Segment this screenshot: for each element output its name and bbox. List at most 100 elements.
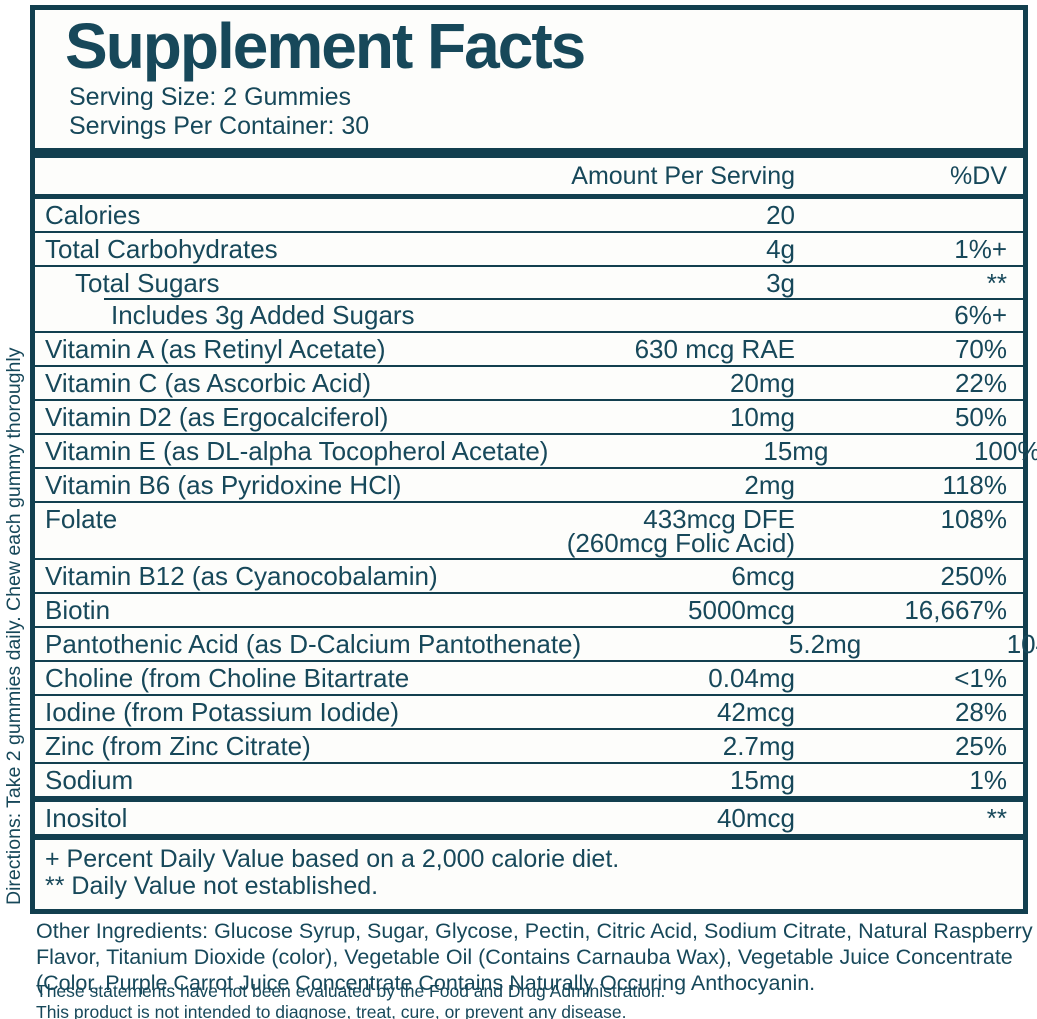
row-name: Calories — [45, 200, 141, 231]
row-dv: 108% — [940, 504, 1008, 535]
row-amount: 3g — [515, 269, 795, 297]
row-amount-line1: 20mg — [729, 368, 795, 399]
table-header-row: Amount Per Serving %DV — [35, 158, 1023, 194]
row-amount: 42mcg — [515, 698, 795, 726]
row-dv: 25% — [954, 731, 1007, 762]
row-amount: 4g — [515, 235, 795, 263]
disclaimer-fda: These statements have not been evaluated… — [36, 981, 666, 1001]
row-amount: 2.7mg — [515, 732, 795, 760]
row-amount: 6mcg — [515, 562, 795, 590]
row-amount-line2: (260mcg Folic Acid) — [566, 528, 795, 559]
row-amount: 20 — [515, 201, 795, 229]
row-amount-line1: 5000mcg — [688, 595, 795, 626]
servings-per-container: Servings Per Container: 30 — [69, 111, 370, 140]
row-dv: 16,667% — [904, 595, 1007, 626]
row-name: Biotin — [45, 595, 111, 626]
row-amount: 0.04mg — [515, 664, 795, 692]
row-amount-line1: 433mcg DFE — [643, 504, 795, 535]
footnote-daily-value: + Percent Daily Value based on a 2,000 c… — [45, 845, 620, 874]
footnote-not-established: ** Daily Value not established. — [45, 871, 379, 900]
row-dv: 70% — [954, 334, 1007, 365]
row-name: Total Carbohydrates — [45, 234, 278, 265]
table-row: Vitamin B6 (as Pyridoxine HCl) 2mg 118% — [35, 467, 1023, 501]
supplement-facts-panel: Supplement Facts Serving Size: 2 Gummies… — [30, 5, 1037, 914]
other-ingredients-paragraph: Other Ingredients: Glucose Syrup, Sugar,… — [36, 919, 1033, 996]
row-dv: ** — [986, 268, 1007, 299]
table-row: Vitamin D2 (as Ergocalciferol) 10mg 50% — [35, 399, 1023, 433]
row-name: Total Sugars — [75, 268, 220, 299]
row-amount-line1: 2mg — [744, 470, 795, 501]
row-dv: 1%+ — [954, 234, 1007, 265]
row-amount-line1: 42mcg — [716, 697, 795, 728]
row-dv: 22% — [954, 368, 1007, 399]
row-amount-line1: 15mg — [729, 765, 795, 796]
row-name: Vitamin C (as Ascorbic Acid) — [45, 368, 372, 399]
row-name: Includes 3g Added Sugars — [111, 300, 415, 331]
row-amount: 630 mcg RAE — [515, 335, 795, 363]
row-amount: 10mg — [515, 403, 795, 431]
serving-size: Serving Size: 2 Gummies — [69, 83, 352, 112]
row-name: Vitamin B12 (as Cyanocobalamin) — [45, 561, 438, 592]
row-amount-line1: 6mcg — [731, 561, 795, 592]
row-dv: 6%+ — [954, 300, 1007, 331]
disclaimer-disease: This product is not intended to diagnose… — [36, 1001, 627, 1019]
row-amount-line1: 15mg — [763, 436, 829, 467]
row-name: Zinc (from Zinc Citrate) — [45, 731, 311, 762]
row-amount-line1: 0.04mg — [708, 663, 795, 694]
table-row: Folate 433mcg DFE (260mcg Folic Acid) 10… — [35, 501, 1023, 558]
row-dv: <1% — [954, 663, 1007, 694]
row-amount: 5.2mg — [581, 630, 861, 658]
footnotes: + Percent Daily Value based on a 2,000 c… — [35, 840, 1023, 909]
row-amount-line1: 4g — [766, 234, 795, 265]
row-amount: 2mg — [515, 471, 795, 499]
row-amount: 20mg — [515, 369, 795, 397]
row-amount-line1: 3g — [766, 268, 795, 299]
table-row: Pantothenic Acid (as D-Calcium Pantothen… — [35, 626, 1037, 660]
table-row: Vitamin C (as Ascorbic Acid) 20mg 22% — [35, 365, 1023, 399]
table-row: Iodine (from Potassium Iodide) 42mcg 28% — [35, 694, 1023, 728]
row-name: Vitamin E (as DL-alpha Tocopherol Acetat… — [45, 436, 549, 467]
row-amount: 40mcg — [515, 804, 795, 832]
row-amount-line1: 40mcg — [716, 803, 795, 834]
extra-nutrient-rows: Inositol 40mcg ** — [35, 802, 1023, 834]
row-amount-line1: 20 — [766, 200, 795, 231]
row-dv: 50% — [954, 402, 1007, 433]
row-name: Sodium — [45, 765, 134, 796]
thick-rule-mid — [35, 796, 1023, 803]
table-row: Vitamin A (as Retinyl Acetate) 630 mcg R… — [35, 331, 1023, 365]
thick-rule-top — [35, 148, 1023, 159]
row-dv: 118% — [942, 470, 1007, 501]
table-row: Total Sugars 3g ** — [35, 265, 1023, 299]
thick-rule-bottom — [35, 834, 1023, 841]
row-name: Inositol — [45, 803, 128, 834]
table-row: Biotin 5000mcg 16,667% — [35, 592, 1023, 626]
row-amount-line1: 2.7mg — [722, 731, 795, 762]
row-amount: 5000mcg — [515, 596, 795, 624]
table-row: Choline (from Choline Bitartrate 0.04mg … — [35, 660, 1023, 694]
table-row: Vitamin B12 (as Cyanocobalamin) 6mcg 250… — [35, 558, 1023, 592]
header-amount-per-serving: Amount Per Serving — [571, 162, 795, 191]
table-row: Calories 20 — [35, 199, 1023, 231]
row-name: Vitamin D2 (as Ergocalciferol) — [45, 402, 389, 433]
header-dv: %DV — [950, 162, 1007, 191]
table-row: Total Carbohydrates 4g 1%+ — [35, 231, 1023, 265]
row-name: Folate — [45, 504, 118, 535]
fda-disclaimers: These statements have not been evaluated… — [36, 981, 1016, 1019]
row-amount: 15mg — [515, 766, 795, 794]
row-dv: 100% — [973, 436, 1037, 467]
table-row: Inositol 40mcg ** — [35, 802, 1023, 834]
table-row: Vitamin E (as DL-alpha Tocopherol Acetat… — [35, 433, 1037, 467]
header-rule — [35, 194, 1023, 200]
row-amount-line1: 5.2mg — [788, 629, 862, 660]
row-amount: 15mg — [548, 437, 828, 465]
row-dv: 104% — [1006, 629, 1037, 660]
table-row: Zinc (from Zinc Citrate) 2.7mg 25% — [35, 728, 1023, 762]
serving-info: Serving Size: 2 Gummies Servings Per Con… — [35, 79, 1023, 148]
directions-vertical-text: Directions: Take 2 gummies daily. Chew e… — [3, 347, 25, 905]
row-amount-line1: 10mg — [729, 402, 795, 433]
row-amount: 433mcg DFE (260mcg Folic Acid) — [515, 505, 795, 556]
row-dv: ** — [986, 803, 1007, 834]
row-name: Pantothenic Acid (as D-Calcium Pantothen… — [45, 629, 582, 660]
row-name: Vitamin A (as Retinyl Acetate) — [45, 334, 386, 365]
